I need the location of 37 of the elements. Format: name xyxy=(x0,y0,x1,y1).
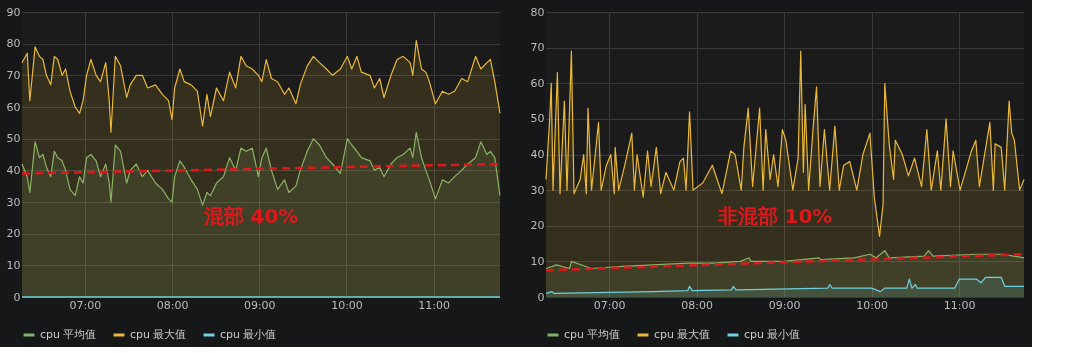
y-tick-label: 30 xyxy=(530,183,545,197)
x-tick-label: 08:00 xyxy=(681,298,713,312)
legend-label: cpu 最大值 xyxy=(130,328,187,341)
annotation: 混部 40% xyxy=(202,204,299,229)
y-tick-label: 70 xyxy=(6,68,21,82)
legend-label: cpu 最小值 xyxy=(220,328,277,341)
y-tick-label: 20 xyxy=(6,227,21,241)
x-tick-label: 10:00 xyxy=(856,298,889,312)
x-tick-label: 09:00 xyxy=(768,298,801,312)
y-tick-label: 60 xyxy=(6,100,21,114)
y-tick-label: 50 xyxy=(6,132,21,146)
y-tick-label: 50 xyxy=(530,112,545,126)
y-tick-label: 10 xyxy=(6,258,21,272)
y-tick-label: 80 xyxy=(6,37,21,51)
x-tick-label: 07:00 xyxy=(593,298,626,312)
x-tick-label: 11:00 xyxy=(418,298,451,312)
y-tick-label: 0 xyxy=(13,290,21,304)
y-tick-label: 40 xyxy=(6,163,21,177)
y-tick-label: 20 xyxy=(530,219,545,233)
annotation: 非混部 10% xyxy=(716,204,833,229)
y-tick-label: 80 xyxy=(530,5,545,19)
y-tick-label: 0 xyxy=(537,290,545,304)
y-tick-label: 60 xyxy=(530,76,545,90)
legend-label: cpu 平均值 xyxy=(40,328,97,341)
x-tick-label: 09:00 xyxy=(243,298,276,312)
legend-label: cpu 最大值 xyxy=(654,328,711,341)
legend-label: cpu 平均值 xyxy=(564,328,621,341)
y-tick-label: 40 xyxy=(530,148,545,161)
x-tick-label: 10:00 xyxy=(331,298,363,312)
y-tick-label: 30 xyxy=(6,195,21,209)
x-tick-label: 08:00 xyxy=(156,298,189,312)
x-tick-label: 11:00 xyxy=(943,298,976,312)
y-tick-label: 70 xyxy=(530,41,545,55)
y-tick-label: 10 xyxy=(530,254,545,268)
x-tick-label: 07:00 xyxy=(69,298,102,312)
legend-label: cpu 最小值 xyxy=(744,328,801,341)
y-tick-label: 90 xyxy=(6,5,21,19)
